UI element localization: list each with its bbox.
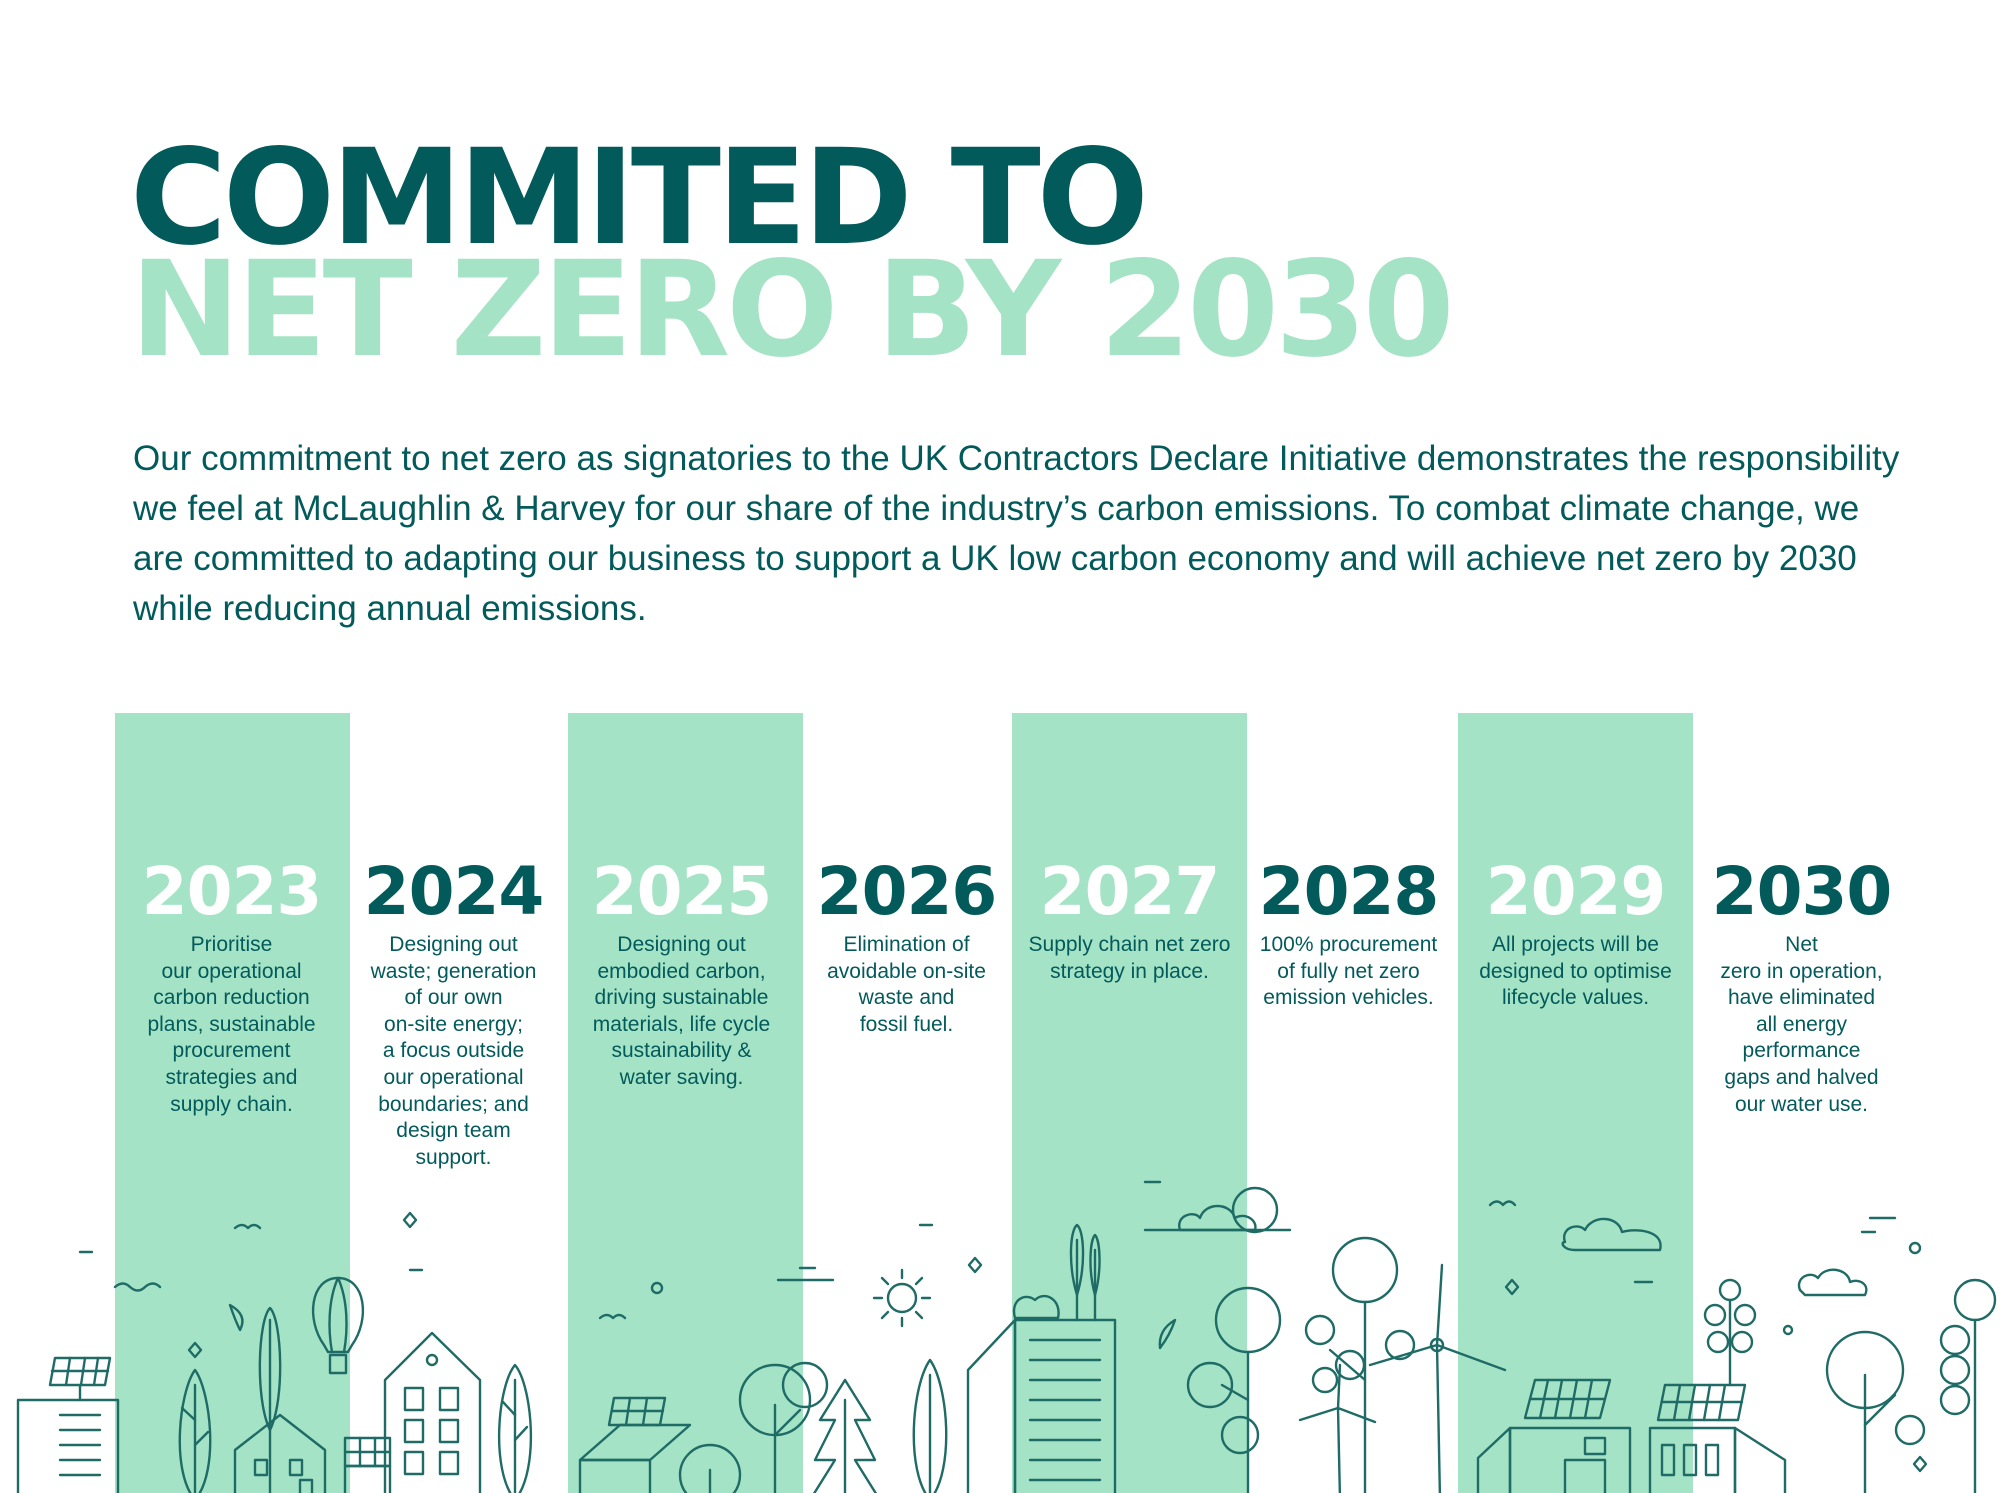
tree-icon	[497, 1363, 533, 1493]
building-icon	[16, 1356, 120, 1493]
timeline-item-2025: 2025 Designing out embodied carbon, driv…	[570, 852, 793, 1092]
title-line-2: NET ZERO BY 2030	[130, 233, 1455, 387]
highlight-stripe-2023	[115, 713, 350, 1493]
intro-paragraph: Our commitment to net zero as signatorie…	[133, 439, 1900, 628]
timeline-item-2029: 2029 All projects will be designed to op…	[1464, 852, 1687, 1012]
year-label: 2029	[1485, 853, 1667, 930]
house-icon	[233, 1413, 392, 1493]
year-label: 2027	[1039, 853, 1221, 930]
milestone-text: Designing out waste; generation of our o…	[370, 933, 537, 1169]
highlight-stripe-2029	[1458, 713, 1693, 1493]
building-icon	[1476, 1378, 1787, 1493]
pine-tree-icon	[812, 1358, 948, 1493]
milestone-text: Elimination of avoidable on-site waste a…	[827, 933, 986, 1036]
tree-icon	[1186, 1236, 1416, 1493]
timeline-item-2023: 2023 Prioritise our operational carbon r…	[120, 852, 343, 1118]
milestone-text: Supply chain net zero strategy in place.	[1028, 933, 1231, 983]
year-label: 2024	[363, 853, 545, 930]
year-label: 2023	[141, 853, 323, 930]
year-label: 2028	[1258, 853, 1440, 930]
year-label: 2025	[591, 853, 773, 930]
timeline-item-2030: 2030 Net zero in operation, have elimina…	[1690, 852, 1913, 1118]
office-tower-icon	[966, 1223, 1117, 1493]
milestone-text: Net zero in operation, have eliminated a…	[1720, 933, 1883, 1116]
timeline-item-2026: 2026 Elimination of avoidable on-site wa…	[795, 852, 1018, 1038]
tree-icon	[678, 1361, 829, 1493]
decorative-marks	[78, 1180, 1928, 1473]
house-icon	[383, 1331, 482, 1493]
timeline-item-2027: 2027 Supply chain net zero strategy in p…	[1018, 852, 1241, 985]
highlight-stripe-2025	[568, 713, 803, 1493]
sun-icon	[872, 1268, 932, 1328]
wind-turbine-icon	[1298, 1263, 1507, 1493]
tree-icon	[1703, 1278, 1997, 1493]
year-label: 2026	[816, 853, 998, 930]
hot-air-balloon-icon	[311, 1276, 365, 1375]
milestone-text: Prioritise our operational carbon reduct…	[147, 933, 316, 1116]
milestone-text: All projects will be designed to optimis…	[1479, 933, 1672, 1010]
timeline-item-2028: 2028 100% procurement of fully net zero …	[1237, 852, 1460, 1012]
title-line-1: COMMITED TO	[130, 121, 1149, 275]
tree-icon	[178, 1306, 282, 1493]
timeline-item-2024: 2024 Designing out waste; generation of …	[342, 852, 565, 1171]
cloud-icon	[1143, 1186, 1868, 1297]
milestone-text: 100% procurement of fully net zero emiss…	[1259, 933, 1438, 1010]
house-icon	[578, 1396, 692, 1493]
year-label: 2030	[1711, 853, 1893, 930]
milestone-text: Designing out embodied carbon, driving s…	[592, 933, 771, 1089]
cityscape-illustration	[16, 1180, 1997, 1493]
